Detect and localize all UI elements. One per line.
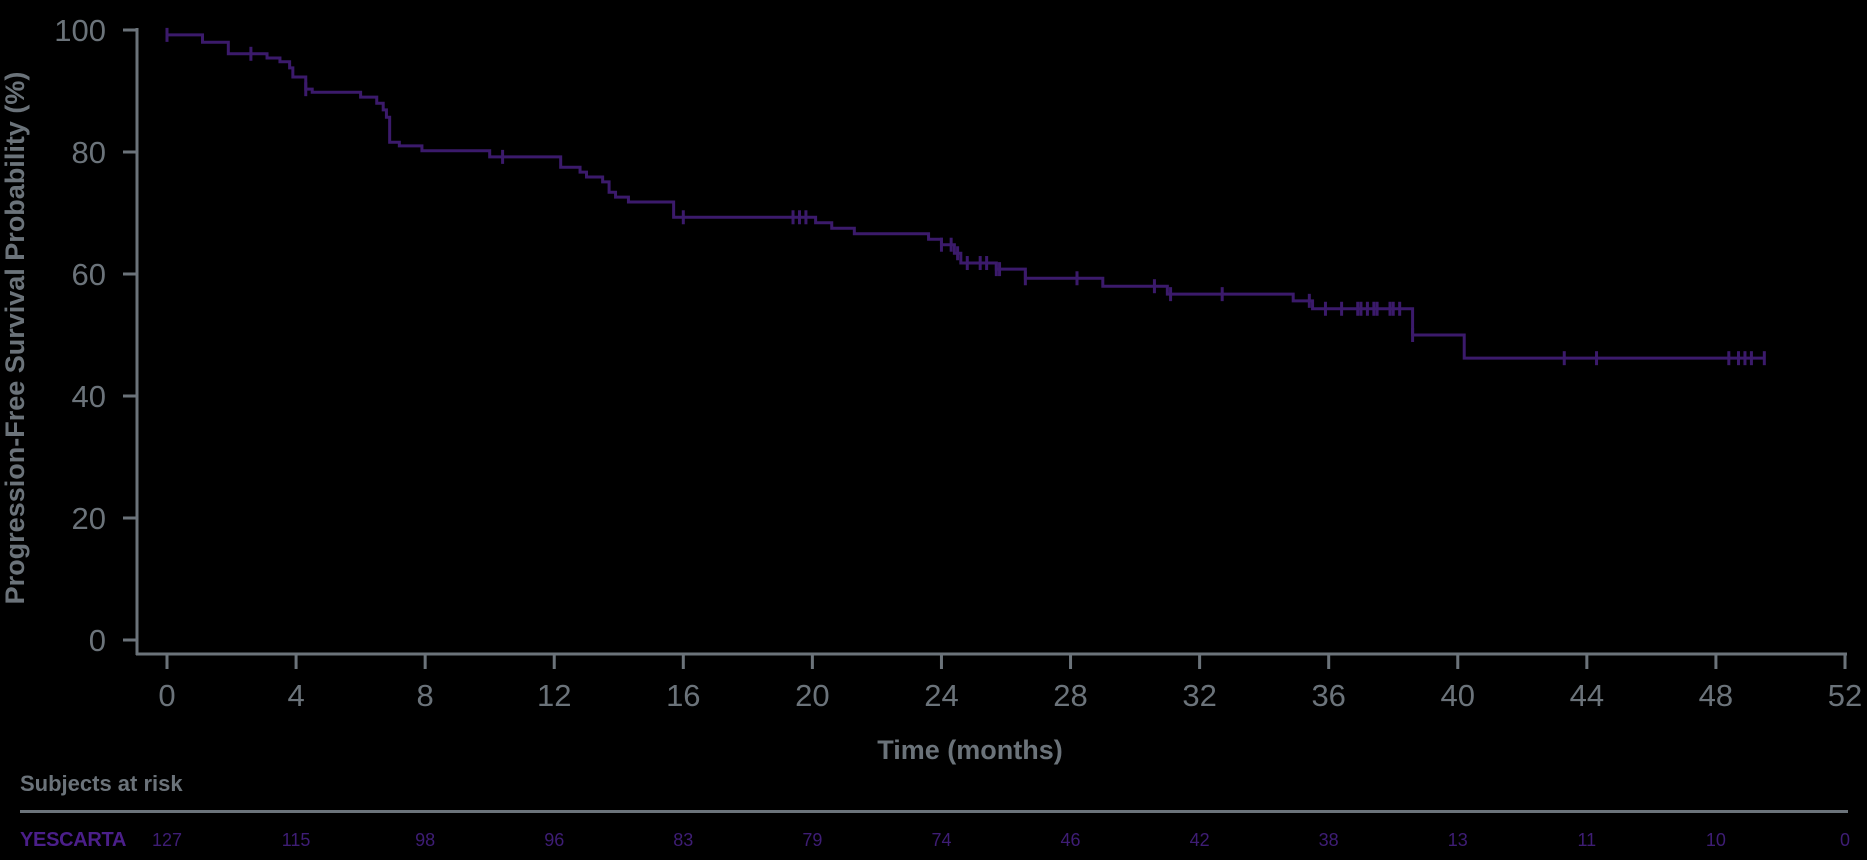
y-tick-label: 20 (72, 501, 106, 536)
risk-value: 10 (1705, 830, 1726, 850)
risk-value: 96 (544, 830, 565, 850)
y-tick-label: 100 (54, 13, 106, 48)
x-tick-label: 40 (1441, 678, 1475, 713)
x-tick-label: 0 (158, 678, 175, 713)
risk-value: 127 (151, 830, 183, 850)
risk-value: 42 (1189, 830, 1210, 850)
x-axis: 0 4 8 12 16 20 24 28 32 36 40 44 48 52 (136, 652, 1862, 713)
risk-value: 83 (673, 830, 694, 850)
x-tick-label: 8 (417, 678, 434, 713)
risk-value: 98 (415, 830, 436, 850)
y-tick-label: 40 (72, 379, 106, 414)
x-tick-label: 52 (1828, 678, 1862, 713)
x-tick-label: 12 (537, 678, 571, 713)
x-tick-label: 36 (1311, 678, 1345, 713)
risk-value: 46 (1060, 830, 1081, 850)
survival-curve-yescarta (165, 27, 1766, 366)
x-tick-label: 20 (795, 678, 829, 713)
y-tick-label: 0 (89, 623, 106, 658)
x-tick-label: 32 (1182, 678, 1216, 713)
y-tick-label: 80 (72, 135, 106, 170)
y-tick-label: 60 (72, 257, 106, 292)
risk-value: 13 (1447, 830, 1468, 850)
risk-table-title: Subjects at risk (20, 771, 183, 796)
x-tick-label: 28 (1053, 678, 1087, 713)
y-axis-title: Progression-Free Survival Probability (%… (0, 72, 30, 605)
km-step-line (167, 33, 1765, 360)
x-tick-label: 44 (1570, 678, 1604, 713)
x-axis-title: Time (months) (877, 735, 1063, 765)
x-tick-label: 24 (924, 678, 958, 713)
risk-value: 79 (802, 830, 823, 850)
x-tick-label: 48 (1699, 678, 1733, 713)
risk-value: 38 (1318, 830, 1339, 850)
y-axis: 0 20 40 60 80 100 (54, 13, 139, 658)
risk-value: 0 (1839, 830, 1851, 850)
risk-value: 74 (931, 830, 952, 850)
risk-table-divider (20, 810, 1848, 813)
risk-value: 115 (281, 830, 311, 850)
risk-row-label: YESCARTA (20, 829, 127, 851)
x-tick-label: 16 (666, 678, 700, 713)
risk-value: 11 (1577, 830, 1597, 850)
x-tick-label: 4 (287, 678, 304, 713)
